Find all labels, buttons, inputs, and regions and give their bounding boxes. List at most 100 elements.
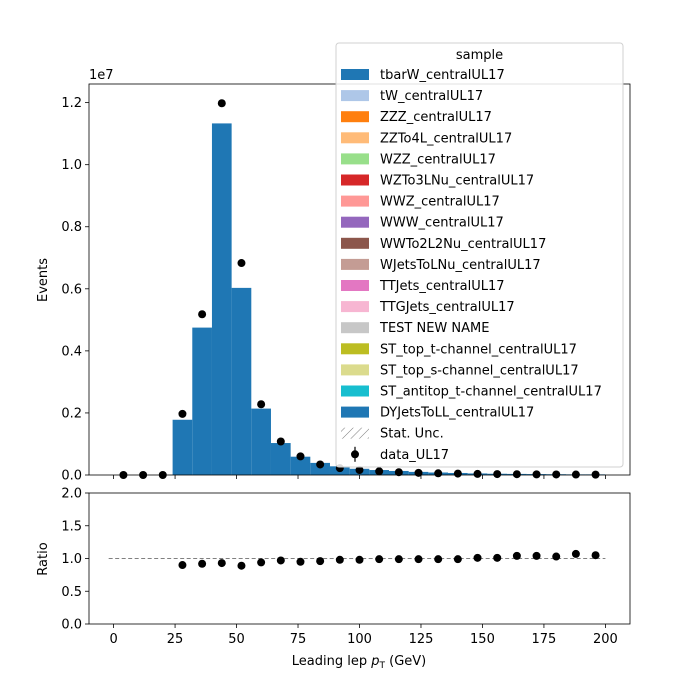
legend-swatch (341, 364, 369, 376)
x-tick-label: 200 (593, 632, 618, 647)
histogram-bar (172, 419, 193, 475)
data-point (276, 437, 285, 446)
main-y-ticks: 0.0 0.2 0.4 0.6 0.8 1.0 1.2 (61, 96, 89, 484)
legend-label: WZTo3LNu_centralUL17 (380, 174, 534, 189)
legend-title: sample (456, 48, 503, 63)
ratio-y-axis-label: Ratio (36, 542, 51, 575)
legend-label: TEST NEW NAME (379, 321, 489, 336)
legend-entry: WZZ_centralUL17 (341, 152, 496, 167)
ratio-point (453, 555, 462, 564)
histogram-bar (192, 327, 212, 475)
legend-label: ZZTo4L_centralUL17 (380, 131, 512, 146)
histogram-bar (251, 408, 271, 475)
data-point (434, 469, 443, 478)
legend-label: WWZ_centralUL17 (380, 195, 500, 210)
histogram-bar (310, 462, 330, 475)
data-point (257, 400, 266, 409)
ratio-point (532, 551, 541, 560)
legend-entry: data_UL17 (351, 446, 449, 463)
main-x-ticks (113, 475, 606, 479)
ratio-point (434, 555, 443, 564)
legend-swatch (341, 237, 369, 249)
data-point (178, 409, 187, 418)
y-tick-label: 2.0 (61, 487, 82, 502)
x-tick-label: 150 (470, 632, 495, 647)
legend-entry: ZZTo4L_centralUL17 (341, 131, 512, 146)
legend-label: WWTo2L2Nu_centralUL17 (380, 237, 546, 252)
legend-entry: WWTo2L2Nu_centralUL17 (341, 237, 546, 252)
legend-label: tW_centralUL17 (380, 89, 483, 104)
x-tick-label: 50 (228, 632, 245, 647)
y-tick-label: 1.0 (61, 158, 82, 173)
x-axis-label-symbol: p (370, 654, 379, 669)
legend-label: ST_antitop_t-channel_centralUL17 (380, 385, 602, 400)
legend-swatch (341, 258, 369, 270)
legend-label: ST_top_s-channel_centralUL17 (380, 363, 579, 378)
legend-entry: TTGJets_centralUL17 (341, 300, 515, 315)
data-point (355, 466, 364, 475)
legend-entry: TTJets_centralUL17 (341, 279, 505, 294)
legend-label: TTJets_centralUL17 (379, 279, 505, 294)
legend-swatch (341, 406, 369, 418)
x-tick-label: 75 (290, 632, 307, 647)
legend-swatch (351, 446, 359, 462)
ratio-point (375, 555, 384, 564)
ratio-point (591, 551, 600, 560)
histogram-bar (270, 443, 291, 475)
data-point (552, 470, 561, 479)
y-tick-label: 1.5 (61, 519, 82, 534)
data-point (571, 470, 580, 479)
ratio-points (178, 549, 600, 570)
legend-label: tbarW_centralUL17 (380, 68, 505, 83)
histogram-bar (211, 123, 232, 476)
x-tick-label: 0 (109, 632, 117, 647)
main-y-axis-label: Events (36, 258, 51, 302)
legend-label: Stat. Unc. (380, 427, 444, 442)
y-tick-label: 0.0 (61, 618, 82, 633)
legend-box (335, 42, 624, 468)
legend-swatch (341, 343, 369, 355)
ratio-panel: 0 25 50 75 100 125 150 175 200 0.0 0.5 1.0 1.5 2.0 R… (36, 487, 631, 671)
legend-entry: DYJetsToLL_centralUL17 (341, 406, 534, 421)
legend-label: ST_top_t-channel_centralUL17 (380, 342, 577, 357)
legend: sample tbarW_centralUL17 tW_centralUL17 ZZ… (335, 42, 624, 468)
y-tick-label: 0.8 (61, 220, 82, 235)
ratio-point (552, 552, 561, 561)
data-point (512, 470, 521, 479)
data-point (532, 470, 541, 479)
x-axis-label-text: Leading lep (292, 654, 371, 669)
legend-swatch (341, 385, 369, 397)
x-axis-label: Leading lep pT (GeV) (292, 654, 426, 671)
legend-entry: WWW_centralUL17 (341, 216, 504, 231)
legend-label: TTGJets_centralUL17 (379, 300, 515, 315)
x-axis-label-unit: (GeV) (385, 654, 426, 669)
legend-swatch (341, 90, 369, 102)
ratio-point (276, 556, 285, 565)
legend-label: WJetsToLNu_centralUL17 (380, 258, 541, 273)
ratio-point (493, 553, 502, 562)
legend-label: WWW_centralUL17 (380, 216, 504, 231)
y-exponent-label: 1e7 (89, 68, 114, 83)
ratio-point (198, 559, 207, 568)
legend-entry: ST_top_t-channel_centralUL17 (341, 342, 577, 357)
y-tick-label: 0.2 (61, 406, 82, 421)
data-point (296, 452, 305, 461)
legend-entry: tW_centralUL17 (341, 89, 483, 104)
legend-swatch (341, 174, 369, 186)
x-tick-label: 175 (532, 632, 557, 647)
legend-swatch (341, 280, 369, 291)
legend-swatch (341, 322, 369, 334)
data-point (217, 99, 226, 108)
legend-label: ZZZ_centralUL17 (380, 110, 492, 125)
x-tick-label: 100 (347, 632, 372, 647)
ratio-point (571, 549, 580, 558)
legend-swatch (341, 69, 369, 80)
ratio-y-ticks: 0.0 0.5 1.0 1.5 2.0 (61, 487, 89, 633)
legend-entry: tbarW_centralUL17 (341, 68, 505, 83)
ratio-point (217, 559, 226, 568)
ratio-point (237, 561, 246, 570)
ratio-point (296, 557, 305, 566)
y-tick-label: 0.5 (61, 585, 82, 600)
ratio-point (316, 557, 325, 566)
legend-entry: ST_antitop_t-channel_centralUL17 (341, 385, 602, 400)
